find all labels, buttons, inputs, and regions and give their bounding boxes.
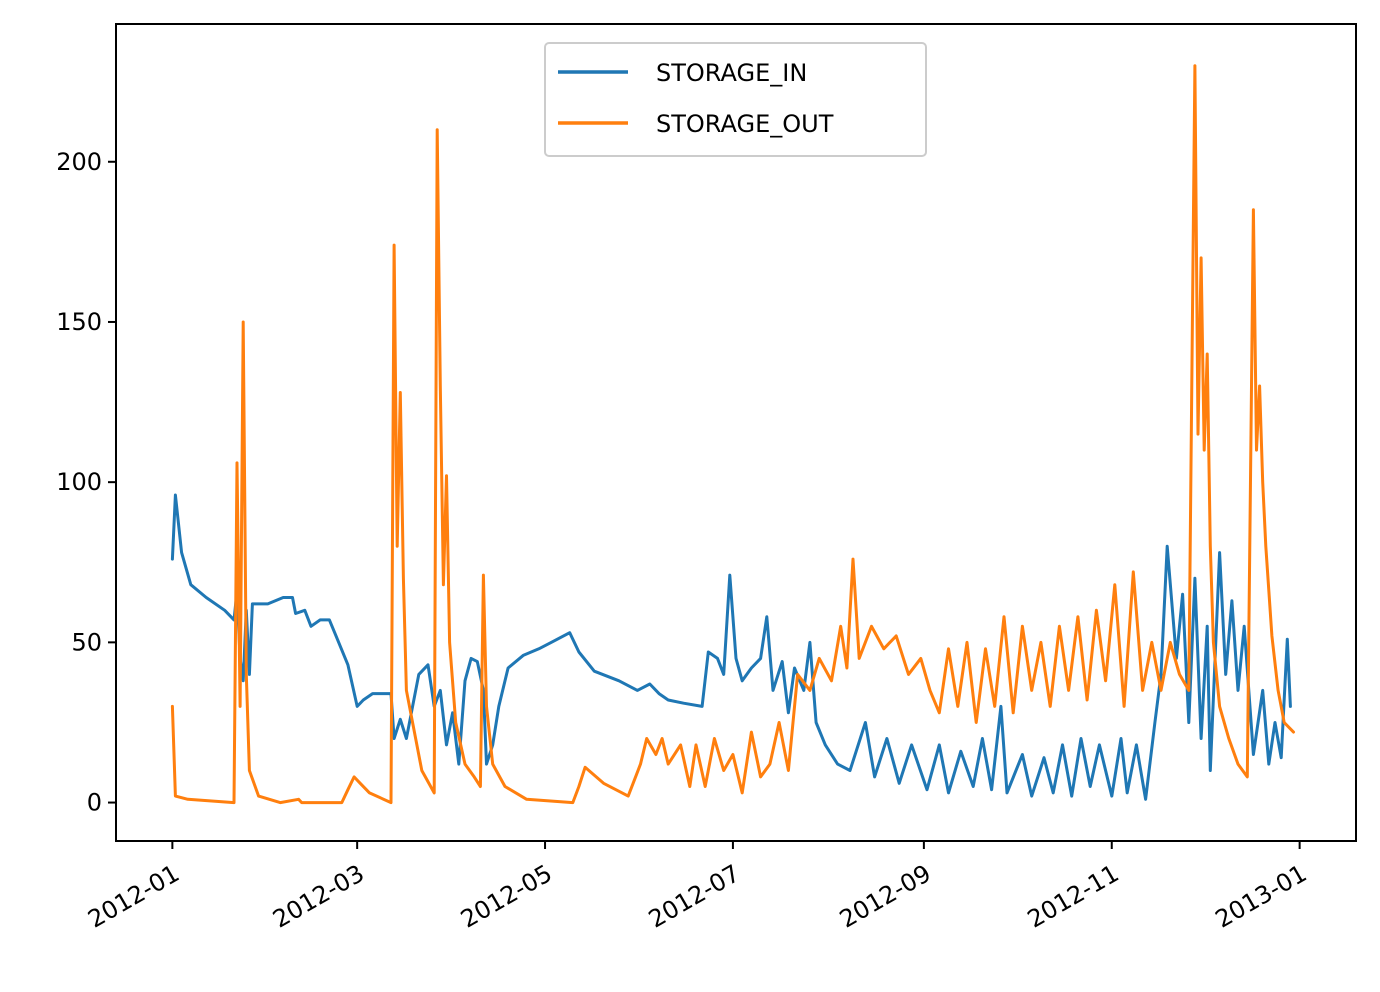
y-tick-label: 100 bbox=[56, 468, 102, 496]
legend: STORAGE_IN STORAGE_OUT bbox=[544, 42, 927, 157]
legend-label-storage-in: STORAGE_IN bbox=[656, 59, 807, 87]
y-tick-label: 50 bbox=[71, 628, 102, 656]
legend-frame bbox=[544, 42, 927, 157]
y-tick-label: 150 bbox=[56, 308, 102, 336]
series-line-storage-out bbox=[170, 64, 1295, 805]
axes-frame bbox=[115, 23, 1357, 842]
legend-label-storage-out: STORAGE_OUT bbox=[656, 110, 834, 138]
y-axis-ticks: 0 50 100 150 200 bbox=[56, 148, 116, 817]
y-tick-label: 0 bbox=[87, 789, 102, 817]
axes bbox=[115, 23, 1357, 842]
series-line-storage-in bbox=[170, 493, 1292, 801]
plot-area bbox=[170, 64, 1295, 805]
y-tick-label: 200 bbox=[56, 148, 102, 176]
